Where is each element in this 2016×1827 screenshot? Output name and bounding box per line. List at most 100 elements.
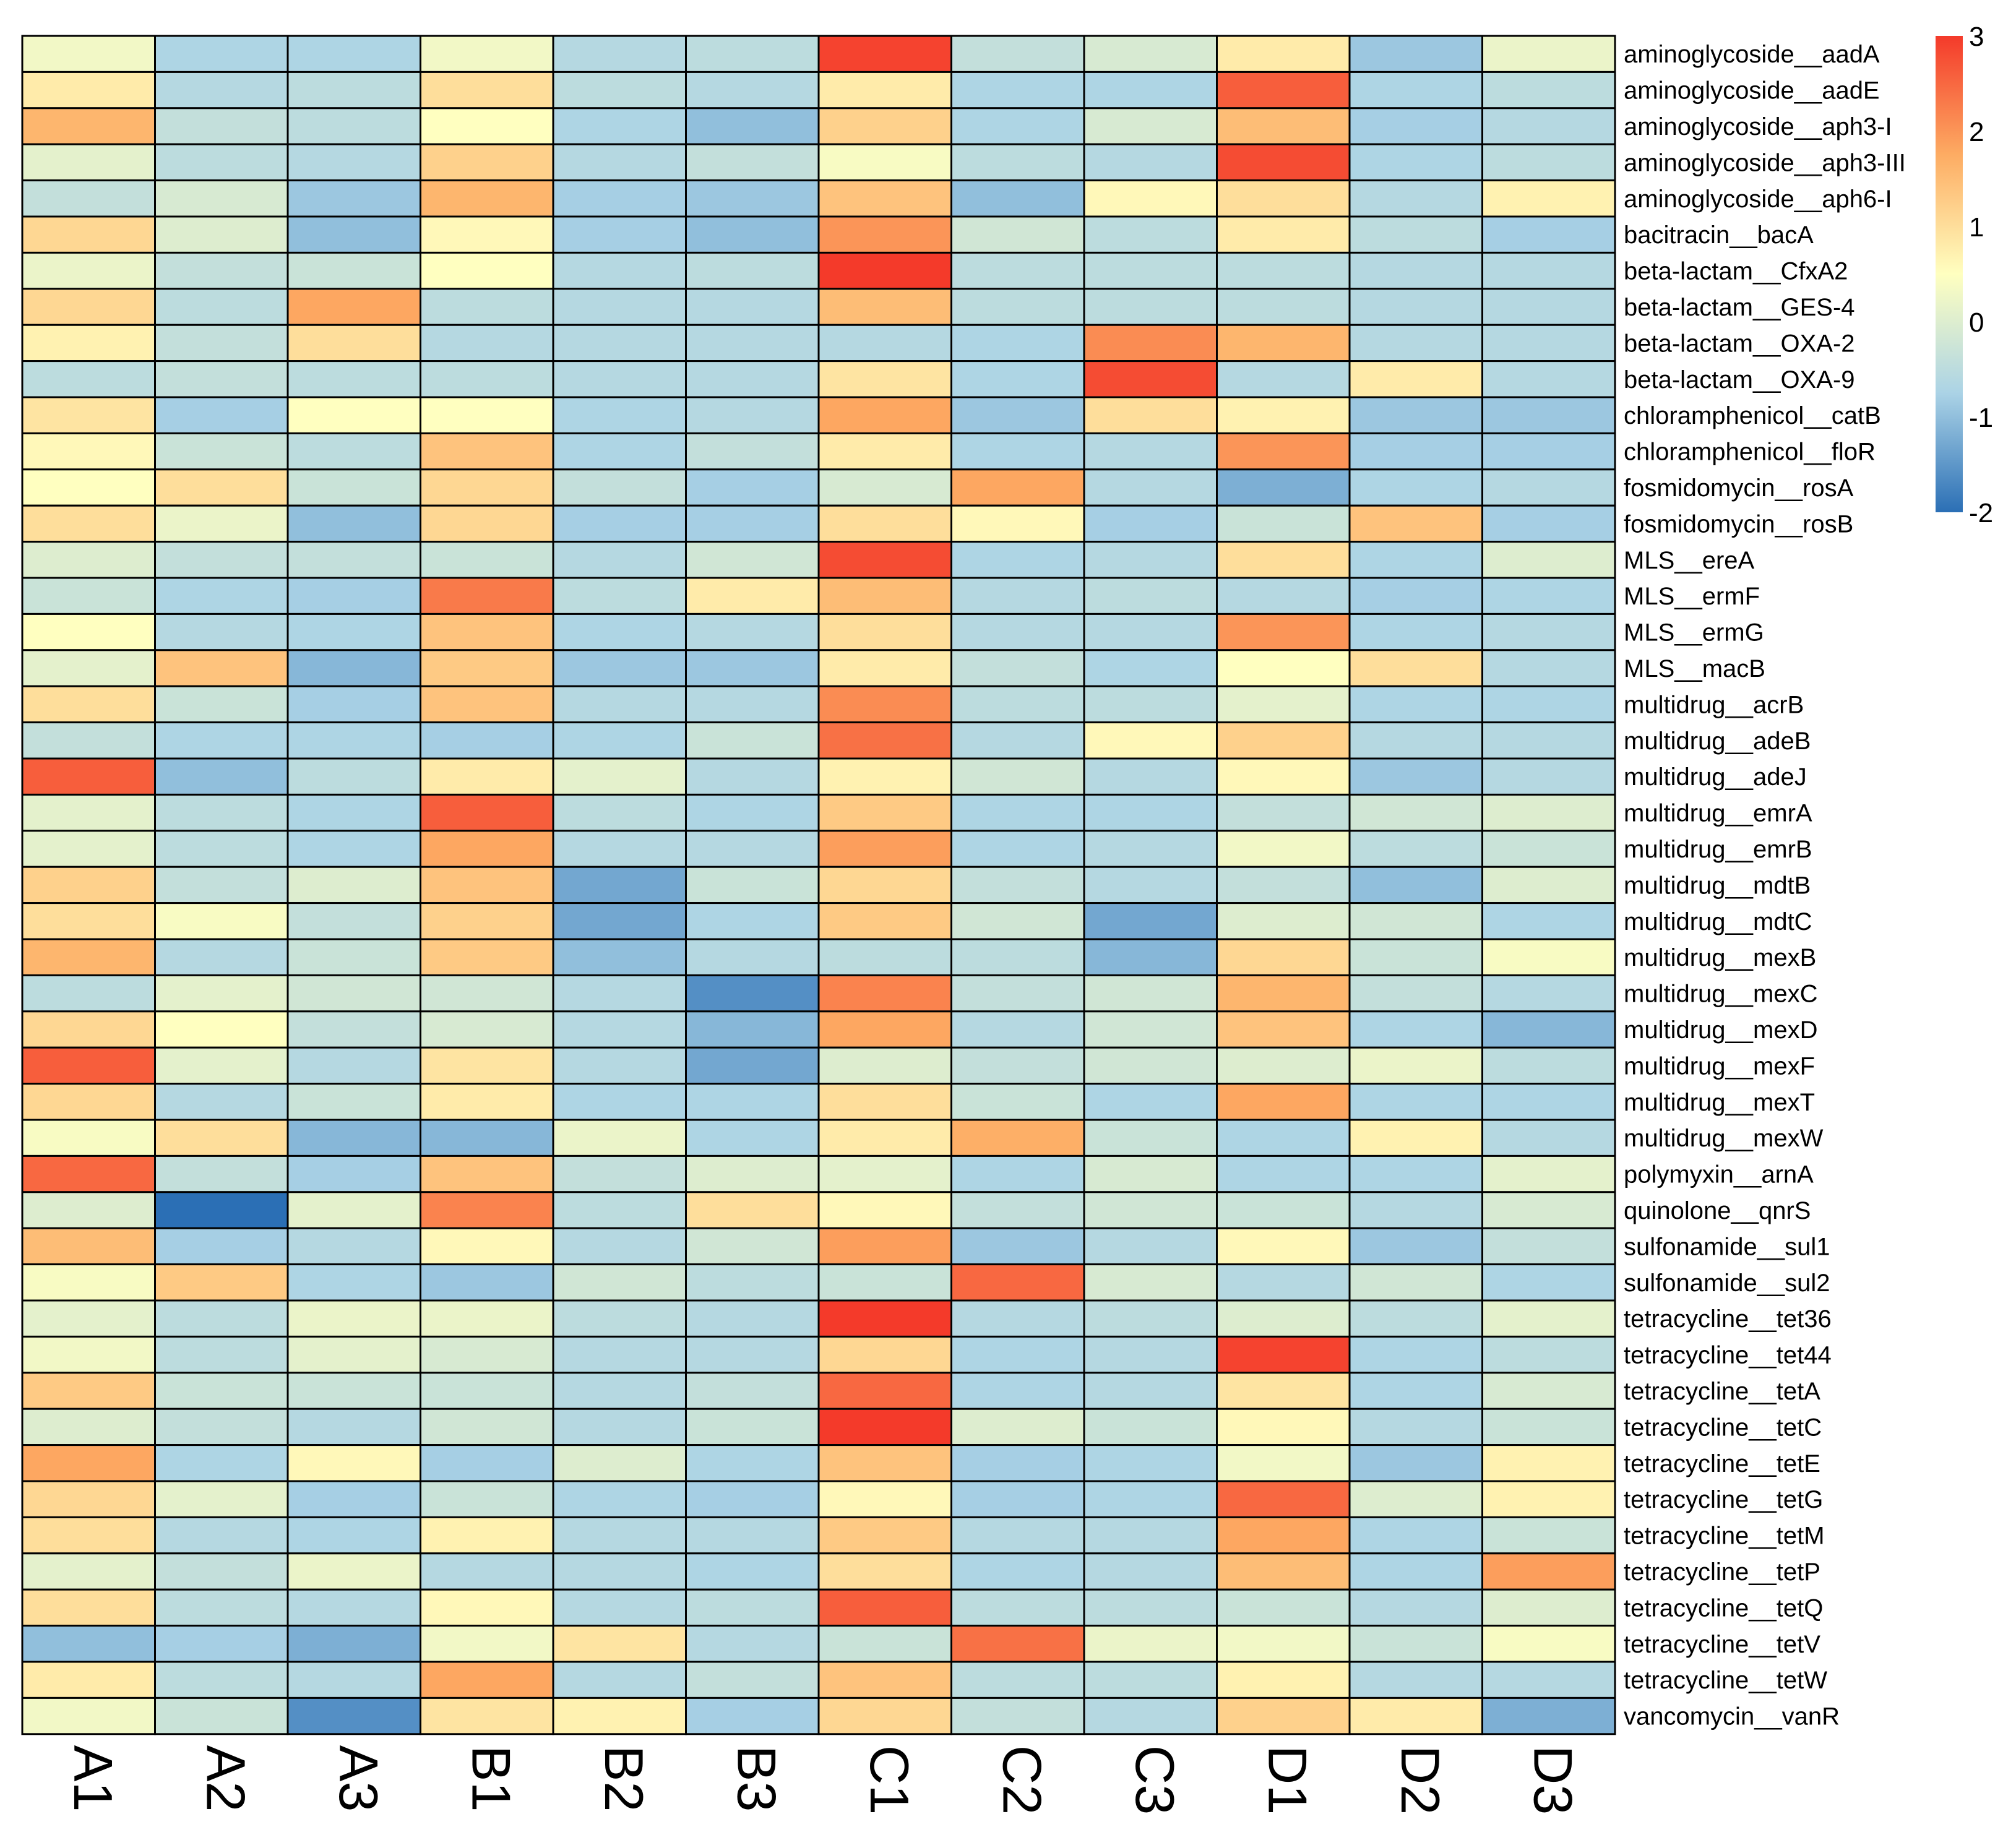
heatmap-cell <box>552 468 687 507</box>
heatmap-cell <box>1216 541 1351 579</box>
heatmap-cell <box>1083 1046 1218 1085</box>
row-label: multidrug__mexC <box>1624 981 1817 1008</box>
heatmap-cell <box>1481 757 1616 796</box>
heatmap-cell <box>154 1227 289 1266</box>
heatmap-cell <box>817 1335 952 1374</box>
heatmap-cell <box>1083 685 1218 724</box>
heatmap-cell <box>1216 396 1351 434</box>
row-label: tetracycline__tet36 <box>1624 1305 1832 1333</box>
heatmap-cell <box>685 902 820 940</box>
row-label: multidrug__adeJ <box>1624 763 1807 791</box>
heatmap-cell <box>685 504 820 543</box>
heatmap-cell <box>1083 1191 1218 1229</box>
heatmap-cell <box>552 649 687 687</box>
heatmap-cell <box>817 288 952 326</box>
heatmap-cell <box>1348 793 1483 832</box>
heatmap-cell <box>21 830 156 868</box>
heatmap-cell <box>1083 1552 1218 1591</box>
heatmap-cell <box>685 71 820 110</box>
heatmap-cell <box>1348 1588 1483 1627</box>
heatmap-cell <box>1216 1010 1351 1049</box>
heatmap-cell <box>154 1444 289 1482</box>
heatmap-cell <box>1481 71 1616 110</box>
heatmap-cell <box>286 288 421 326</box>
heatmap-cell <box>950 1191 1085 1229</box>
heatmap-cell <box>420 685 554 724</box>
heatmap-cell <box>1481 1263 1616 1302</box>
heatmap-cell <box>685 1263 820 1302</box>
heatmap-cell <box>420 143 554 182</box>
heatmap-cell <box>286 830 421 868</box>
heatmap-cell <box>420 1335 554 1374</box>
heatmap-cell <box>950 1046 1085 1085</box>
heatmap-cell <box>950 1335 1085 1374</box>
heatmap-cell <box>286 613 421 651</box>
heatmap-cell <box>1348 1516 1483 1555</box>
heatmap-cell <box>950 107 1085 145</box>
heatmap-cell <box>21 143 156 182</box>
heatmap-cell <box>154 215 289 254</box>
heatmap-cell <box>21 685 156 724</box>
heatmap-cell <box>154 866 289 905</box>
heatmap-cell <box>154 1588 289 1627</box>
row-label: multidrug__mexF <box>1624 1052 1815 1080</box>
heatmap-cell <box>154 360 289 398</box>
heatmap-cell <box>950 1625 1085 1663</box>
heatmap-cell <box>1083 396 1218 434</box>
heatmap-cell <box>286 1335 421 1374</box>
heatmap-cell <box>1083 830 1218 868</box>
heatmap-cell <box>286 107 421 145</box>
heatmap-cell <box>552 1010 687 1049</box>
heatmap-cell <box>817 1154 952 1193</box>
heatmap-cell <box>1083 432 1218 471</box>
heatmap-cell <box>552 974 687 1013</box>
heatmap-cell <box>286 902 421 940</box>
heatmap-cell <box>420 721 554 760</box>
heatmap-cell <box>154 1552 289 1591</box>
row-label: beta-lactam__GES-4 <box>1624 294 1855 321</box>
heatmap-cell <box>154 1263 289 1302</box>
row-label: beta-lactam__CfxA2 <box>1624 258 1848 285</box>
row-label: aminoglycoside__aph6-I <box>1624 186 1892 213</box>
heatmap-cell <box>1083 71 1218 110</box>
column-label: D3 <box>1523 1745 1584 1815</box>
heatmap-cell <box>420 1083 554 1121</box>
heatmap-cell <box>685 866 820 905</box>
heatmap-cell <box>685 251 820 290</box>
heatmap-cell <box>1348 215 1483 254</box>
heatmap-cell <box>950 902 1085 940</box>
heatmap-cell <box>552 1263 687 1302</box>
heatmap-cell <box>420 360 554 398</box>
heatmap-cell <box>685 1083 820 1121</box>
heatmap-cell <box>420 793 554 832</box>
row-label: multidrug__mdtB <box>1624 872 1811 899</box>
heatmap-cell <box>420 974 554 1013</box>
heatmap-cell <box>950 35 1085 73</box>
heatmap-cell <box>685 757 820 796</box>
heatmap-cell <box>950 1010 1085 1049</box>
heatmap-cell <box>154 468 289 507</box>
heatmap-cell <box>817 396 952 434</box>
heatmap-cell <box>286 1480 421 1518</box>
heatmap-cell <box>21 1299 156 1338</box>
heatmap-cell <box>21 1335 156 1374</box>
heatmap-cell <box>1216 1408 1351 1447</box>
heatmap-cell <box>1348 1625 1483 1663</box>
heatmap-cell <box>1083 1263 1218 1302</box>
heatmap-cell <box>286 757 421 796</box>
heatmap-cell <box>1348 143 1483 182</box>
heatmap-cell <box>1216 974 1351 1013</box>
heatmap-cell <box>1481 577 1616 615</box>
heatmap-cell <box>685 1299 820 1338</box>
heatmap-cell <box>1348 1372 1483 1410</box>
heatmap-cell <box>1348 1299 1483 1338</box>
heatmap-cell <box>950 432 1085 471</box>
heatmap-cell <box>950 360 1085 398</box>
heatmap-cell <box>950 396 1085 434</box>
heatmap-cell <box>1216 1588 1351 1627</box>
row-label: fosmidomycin__rosB <box>1624 510 1853 538</box>
heatmap-cell <box>950 685 1085 724</box>
heatmap-cell <box>685 143 820 182</box>
heatmap-cell <box>552 288 687 326</box>
heatmap-cell <box>552 143 687 182</box>
